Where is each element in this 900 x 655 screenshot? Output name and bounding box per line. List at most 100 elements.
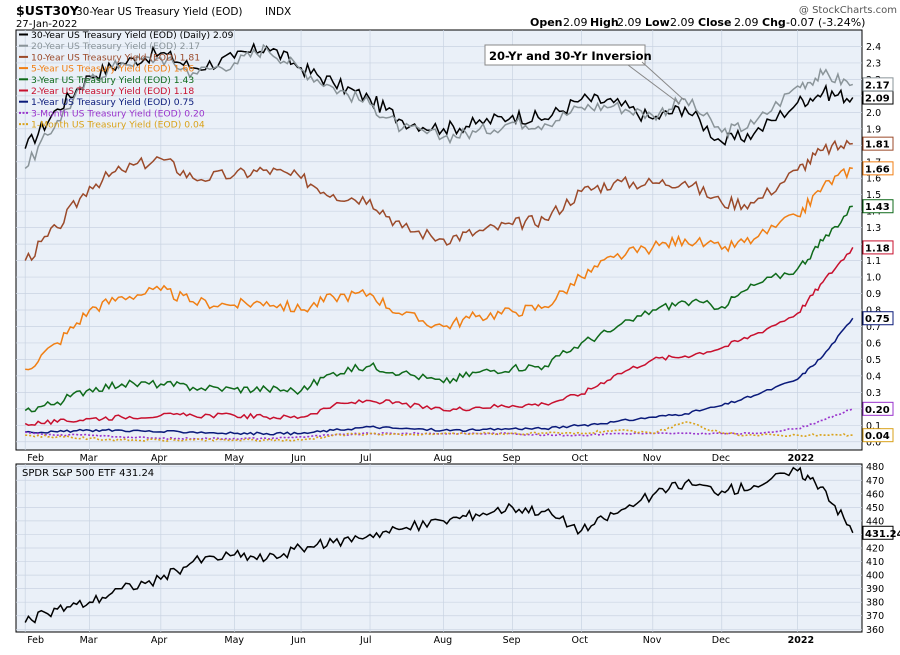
yield-y-tick-label: 0.8 <box>866 306 881 317</box>
yield-y-tick-label: 0.1 <box>866 421 881 432</box>
yield-y-tick-label: 2.0 <box>866 108 881 119</box>
legend-entry-y3: 3-Year US Treasury Yield (EOD) 1.43 <box>31 75 194 86</box>
yield-y-tick-label: 0.7 <box>866 322 881 333</box>
yield-y-tick-label: 2.3 <box>866 58 881 69</box>
last-value-label-m1: 0.04 <box>865 431 890 442</box>
header-exchange: INDX <box>265 6 291 18</box>
yield-x-tick-label: Dec <box>712 453 730 464</box>
spy-y-tick-label: 360 <box>866 625 884 636</box>
yield-y-tick-label: 2.4 <box>866 42 881 53</box>
spy-x-tick-label: Feb <box>27 635 44 646</box>
last-value-label-y30: 2.09 <box>865 94 890 105</box>
legend-entry-m3: 3-Month US Treasury Yield (EOD) 0.20 <box>31 108 205 119</box>
header-symbol: $UST30Y <box>16 3 80 18</box>
annotation-pointer <box>641 61 685 101</box>
last-value-label-y3: 1.43 <box>865 202 890 213</box>
legend-entry-m1: 1-Month US Treasury Yield (EOD) 0.04 <box>31 120 205 131</box>
spy-y-tick-label: 370 <box>866 611 884 622</box>
yield-x-tick-label: Mar <box>80 453 98 464</box>
yield-y-tick-label: 1.1 <box>866 256 881 267</box>
yield-x-tick-label: Oct <box>572 453 589 464</box>
yield-plot-area <box>15 29 863 451</box>
yield-panel: 0.00.10.20.30.40.50.60.70.80.91.01.11.21… <box>15 29 894 464</box>
spy-x-tick-label: Nov <box>643 635 662 646</box>
low-value: 2.09 <box>670 16 695 29</box>
last-value-label-y10: 1.81 <box>865 140 890 151</box>
legend-entry-y1: 1-Year US Treasury Yield (EOD) 0.75 <box>31 97 194 108</box>
legend-entry-y2: 2-Year US Treasury Yield (EOD) 1.18 <box>31 86 194 97</box>
last-value-label-y2: 1.18 <box>865 243 890 254</box>
spy-x-tick-label: Mar <box>80 635 98 646</box>
high-label: High <box>590 16 619 29</box>
last-value-label-spy: 431.24 <box>865 529 900 540</box>
legend-entry-y5: 5-Year US Treasury Yield (EOD) 1.66 <box>31 64 194 75</box>
yield-x-tick-label: Aug <box>434 453 453 464</box>
yield-x-tick-label: Jul <box>359 453 371 464</box>
last-value-badge-y10 <box>862 136 894 151</box>
spy-y-tick-label: 400 <box>866 571 884 582</box>
yield-y-tick-label: 0.9 <box>866 289 881 300</box>
legend-entry-y30: 30-Year US Treasury Yield (EOD) (Daily) … <box>31 30 234 41</box>
series-line-y3 <box>24 205 853 413</box>
last-value-label-y20: 2.17 <box>865 80 890 91</box>
yield-y-tick-label: 0.5 <box>866 355 881 366</box>
last-value-badge-y2 <box>862 240 894 255</box>
spy-x-tick-label: 2022 <box>788 635 814 646</box>
annotation-box <box>484 44 646 66</box>
last-value-badge-spy <box>862 525 894 540</box>
spy-x-tick-label: May <box>224 635 244 646</box>
legend-entry-y20: 20-Year US Treasury Yield (EOD) 2.17 <box>31 41 200 52</box>
last-value-label-m3: 0.20 <box>865 405 890 416</box>
yield-x-tick-label: Nov <box>643 453 662 464</box>
spy-y-tick-label: 450 <box>866 503 884 514</box>
spy-y-tick-label: 410 <box>866 557 884 568</box>
open-value: 2.09 <box>563 16 588 29</box>
spy-panel: 360370380390400410420430440450460470480F… <box>15 462 900 646</box>
yield-y-tick-label: 1.3 <box>866 223 881 234</box>
series-line-y2 <box>24 247 854 426</box>
series-line-m3 <box>24 408 854 441</box>
spy-y-tick-label: 470 <box>866 476 884 487</box>
last-value-label-y1: 0.75 <box>865 314 890 325</box>
last-value-badge-m3 <box>862 401 894 416</box>
annotation-text: 20-Yr and 30-Yr Inversion <box>489 49 652 63</box>
series-line-y30 <box>24 41 854 149</box>
yield-y-tick-label: 1.5 <box>866 190 881 201</box>
yield-x-tick-label: May <box>224 453 244 464</box>
yield-x-tick-label: Sep <box>503 453 521 464</box>
chg-label: Chg <box>762 16 786 29</box>
yield-x-tick-label: 2022 <box>788 453 814 464</box>
high-value: 2.09 <box>617 16 642 29</box>
header-date: 27-Jan-2022 <box>16 19 77 30</box>
yield-x-tick-label: Jun <box>290 453 306 464</box>
watermark: @ StockCharts.com <box>799 5 897 16</box>
series-line-y20 <box>24 43 854 169</box>
spy-y-tick-label: 460 <box>866 489 884 500</box>
spy-y-tick-label: 390 <box>866 584 884 595</box>
last-value-label-y5: 1.66 <box>865 164 890 175</box>
annotation-pointer-2 <box>627 64 681 105</box>
yield-y-tick-label: 0.3 <box>866 388 881 399</box>
yield-y-tick-label: 1.6 <box>866 174 881 185</box>
yield-x-tick-label: Feb <box>27 453 44 464</box>
spy-x-tick-label: Oct <box>572 635 589 646</box>
spy-x-tick-label: Jul <box>359 635 371 646</box>
yield-y-tick-label: 1.0 <box>866 273 881 284</box>
spy-x-tick-label: Apr <box>151 635 168 646</box>
last-value-badge-m1 <box>862 428 894 443</box>
spy-x-tick-label: Jun <box>290 635 306 646</box>
legend: 30-Year US Treasury Yield (EOD) (Daily) … <box>19 30 234 131</box>
spy-y-tick-label: 420 <box>866 544 884 555</box>
legend-entry-y10: 10-Year US Treasury Yield (EOD) 1.81 <box>31 52 200 63</box>
series-line-y1 <box>25 317 854 436</box>
yield-x-tick-label: Apr <box>151 453 168 464</box>
close-value: 2.09 <box>734 16 759 29</box>
last-value-badge-y20 <box>862 77 894 92</box>
yield-y-tick-label: 1.9 <box>866 124 881 135</box>
series-line-spy <box>24 466 854 624</box>
header-description: 30-Year US Treasury Yield (EOD) <box>76 6 243 18</box>
spy-x-tick-label: Dec <box>712 635 730 646</box>
spy-y-tick-label: 480 <box>866 462 884 473</box>
spy-y-tick-label: 440 <box>866 516 884 527</box>
